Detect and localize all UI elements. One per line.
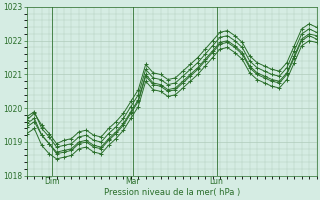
- X-axis label: Pression niveau de la mer( hPa ): Pression niveau de la mer( hPa ): [104, 188, 240, 197]
